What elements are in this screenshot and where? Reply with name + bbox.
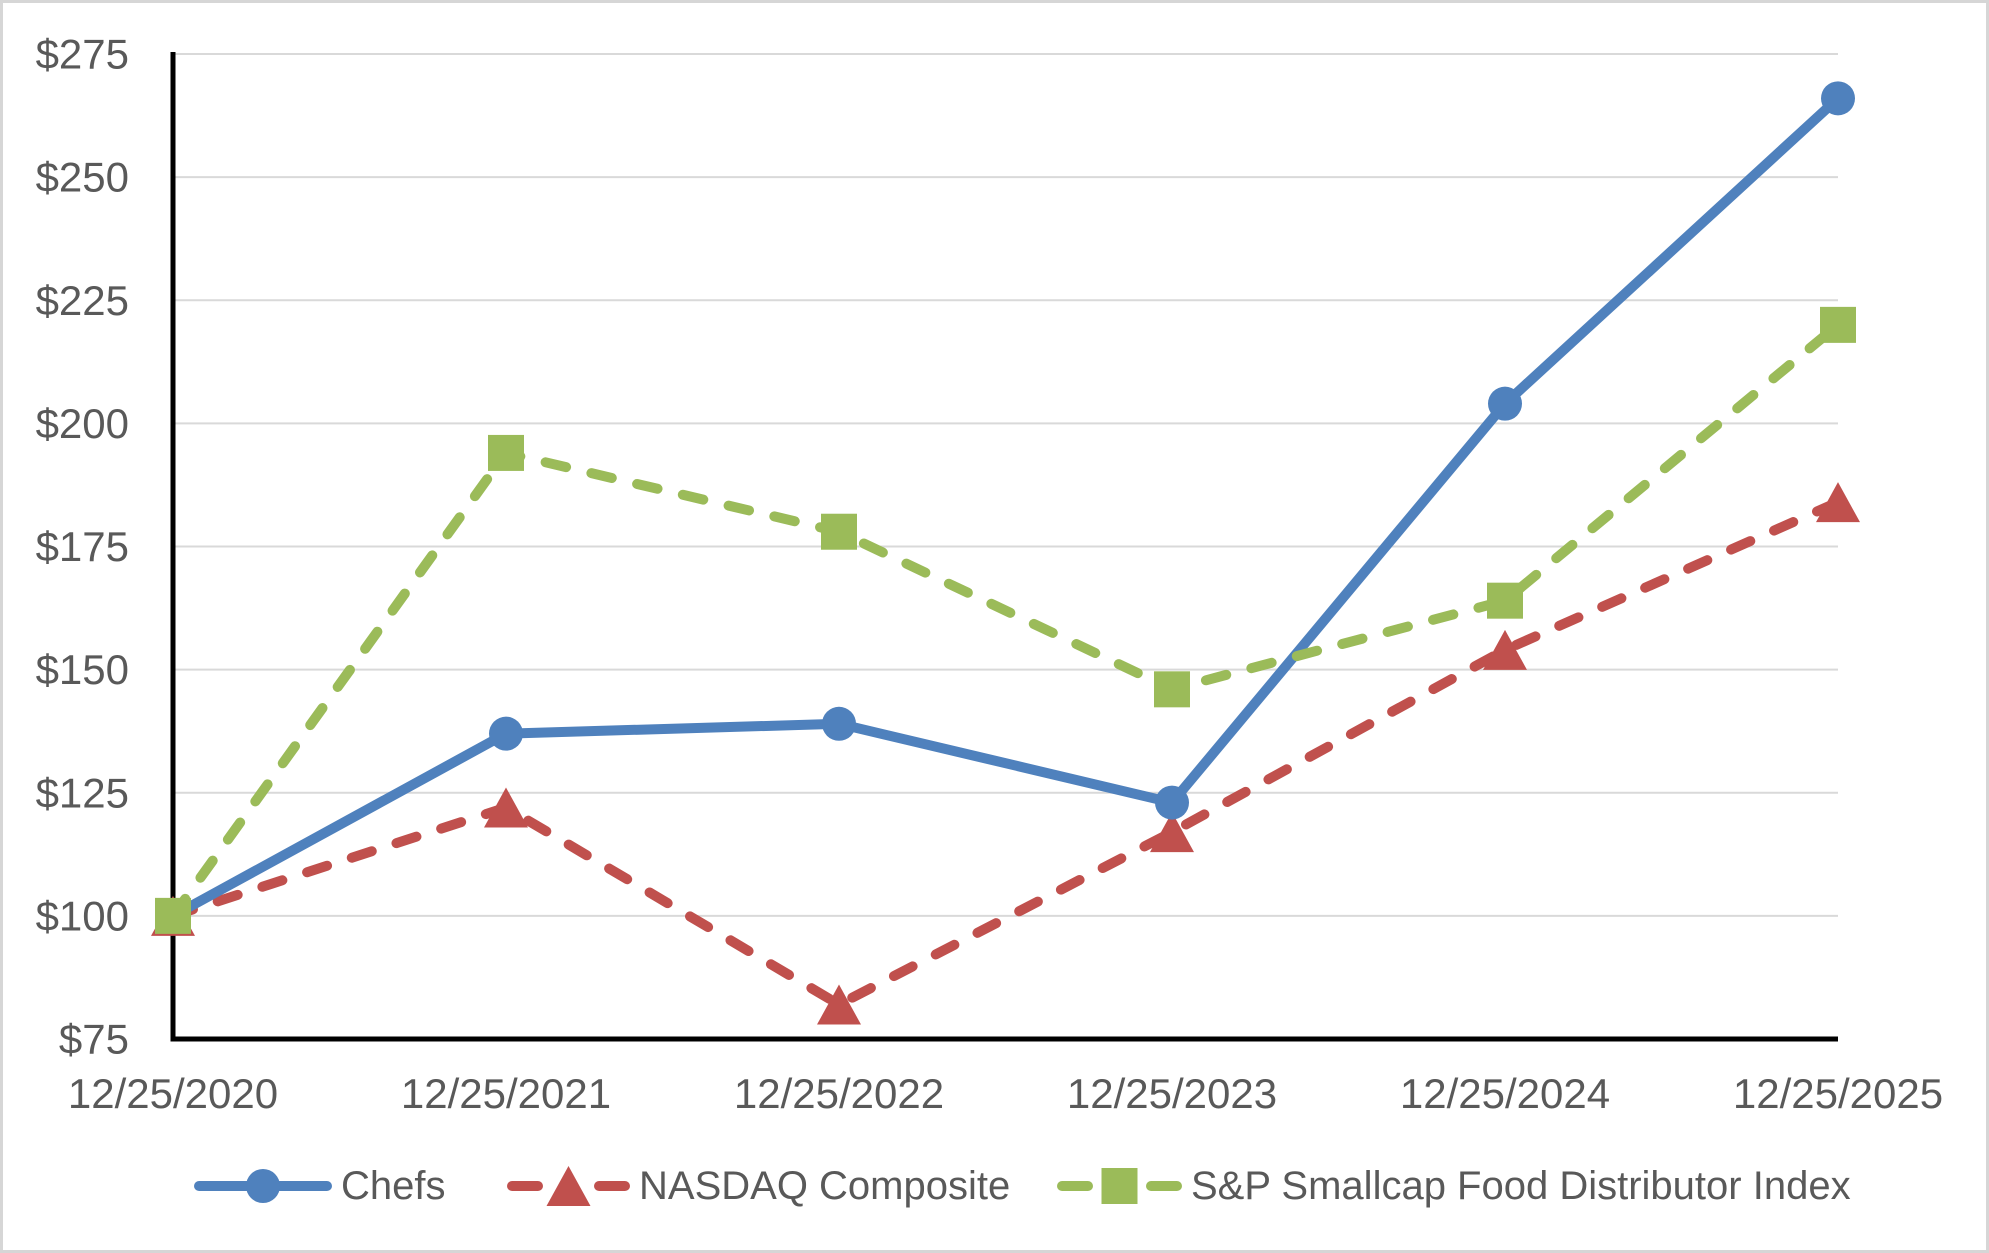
series-nasdaq-composite (151, 482, 1860, 1025)
marker-s-p-smallcap-food-distributor-index (1487, 582, 1523, 619)
y-tick-label: $125 (36, 769, 129, 816)
marker-nasdaq-composite (484, 787, 528, 828)
legend-item-chefs: Chefs (194, 1164, 446, 1208)
y-tick-label: $275 (36, 31, 129, 78)
marker-nasdaq-composite (1816, 482, 1860, 523)
performance-chart: $275 $250 $225 $200 $175 $150 $125 $100 $75 12/25… (36, 31, 1944, 1209)
legend-marker-s-p-smallcap-food-distributor-index (1101, 1168, 1138, 1204)
marker-s-p-smallcap-food-distributor-index (488, 434, 524, 471)
series-s-p-smallcap-food-distributor-index (155, 306, 1856, 934)
y-tick-label: $250 (36, 154, 129, 201)
series-line-chefs (168, 93, 1843, 921)
x-tick-label: 12/25/2021 (401, 1070, 611, 1117)
marker-s-p-smallcap-food-distributor-index (155, 897, 191, 934)
y-tick-label: $175 (36, 523, 129, 570)
series-chefs (156, 81, 1855, 933)
marker-s-p-smallcap-food-distributor-index (1820, 306, 1856, 343)
y-tick-label: $200 (36, 400, 129, 447)
legend-item-s-p-smallcap-food-distributor-index: S&P Smallcap Food Distributor Index (1057, 1164, 1851, 1208)
y-tick-label: $75 (59, 1016, 129, 1063)
x-tick-label: 12/25/2024 (1400, 1070, 1610, 1117)
marker-chefs (489, 716, 523, 751)
marker-s-p-smallcap-food-distributor-index (1154, 671, 1190, 708)
x-tick-label: 12/25/2025 (1733, 1070, 1943, 1117)
legend-label-chefs: Chefs (341, 1164, 446, 1208)
x-tick-label: 12/25/2023 (1067, 1070, 1277, 1117)
series-line-s-p-smallcap-food-distributor-index (168, 319, 1843, 921)
legend-label-s-p-smallcap-food-distributor-index: S&P Smallcap Food Distributor Index (1191, 1164, 1851, 1208)
y-tick-label: $150 (36, 646, 129, 693)
marker-nasdaq-composite (1150, 812, 1194, 853)
x-tick-label: 12/25/2022 (734, 1070, 944, 1117)
marker-chefs (1155, 785, 1189, 820)
marker-nasdaq-composite (817, 984, 861, 1025)
marker-chefs (1821, 81, 1855, 116)
y-tick-label: $100 (36, 892, 129, 939)
marker-chefs (1488, 386, 1522, 421)
legend-marker-nasdaq-composite (546, 1166, 591, 1206)
legend-marker-chefs (246, 1169, 280, 1203)
marker-chefs (822, 706, 856, 741)
legend-item-nasdaq-composite: NASDAQ Composite (507, 1164, 1010, 1208)
x-tick-label: 12/25/2020 (68, 1070, 278, 1117)
y-tick-label: $225 (36, 277, 129, 324)
legend-label-nasdaq-composite: NASDAQ Composite (639, 1164, 1010, 1208)
marker-s-p-smallcap-food-distributor-index (821, 513, 857, 550)
marker-nasdaq-composite (1483, 629, 1527, 670)
series-line-nasdaq-composite (168, 497, 1843, 1010)
